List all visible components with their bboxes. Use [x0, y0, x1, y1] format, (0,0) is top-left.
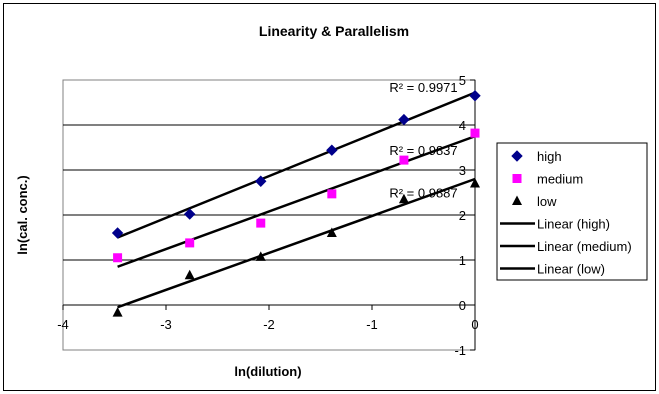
data-point-low — [470, 178, 480, 188]
r2-label: R² = 0.9837 — [389, 143, 457, 158]
legend-marker-high — [511, 150, 523, 162]
legend-label: high — [537, 149, 562, 164]
y-tick-label: 2 — [459, 208, 466, 223]
y-tick-label: -1 — [454, 343, 466, 358]
data-point-high — [111, 227, 124, 239]
y-tick-label: 4 — [459, 118, 466, 133]
y-tick-label: 3 — [459, 163, 466, 178]
chart-title: Linearity & Parallelism — [259, 23, 409, 39]
data-point-low — [112, 307, 123, 317]
y-tick-label: 0 — [459, 298, 466, 313]
x-tick-label: -2 — [263, 317, 275, 332]
data-point-medium — [185, 238, 195, 248]
legend-label: Linear (low) — [537, 262, 605, 277]
data-point-high — [398, 113, 410, 126]
data-point-low — [398, 193, 409, 204]
x-axis-title: ln(dilution) — [234, 364, 301, 379]
x-tick-label: -1 — [366, 317, 378, 332]
trendline — [117, 135, 476, 268]
legend-label: Linear (medium) — [537, 239, 632, 254]
legend-label: low — [537, 194, 557, 209]
legend-marker-medium — [512, 174, 522, 183]
r2-label: R² = 0.9887 — [389, 186, 457, 201]
data-point-medium — [256, 218, 266, 228]
data-point-medium — [113, 253, 123, 263]
legend-box — [496, 142, 648, 281]
data-point-low — [326, 227, 337, 237]
trendline — [117, 91, 476, 239]
trendline — [117, 177, 476, 309]
data-point-high — [183, 208, 196, 220]
data-point-high — [255, 175, 267, 187]
y-tick-label: 5 — [459, 73, 466, 88]
data-point-high — [326, 144, 338, 156]
data-point-medium — [470, 128, 480, 138]
data-point-high — [469, 90, 481, 102]
x-tick-label: 0 — [471, 317, 478, 332]
data-point-low — [255, 251, 266, 261]
data-point-medium — [399, 155, 409, 165]
legend-marker-low — [512, 195, 522, 205]
legend-label: Linear (high) — [537, 217, 610, 232]
x-tick-label: -3 — [160, 317, 172, 332]
legend-label: medium — [537, 172, 583, 187]
data-point-low — [184, 269, 195, 280]
y-axis-title: ln(cal. conc.) — [15, 175, 30, 254]
r2-label: R² = 0.9971 — [389, 80, 457, 95]
data-point-medium — [327, 189, 337, 199]
x-tick-label: -4 — [57, 317, 69, 332]
y-tick-label: 1 — [459, 253, 466, 268]
